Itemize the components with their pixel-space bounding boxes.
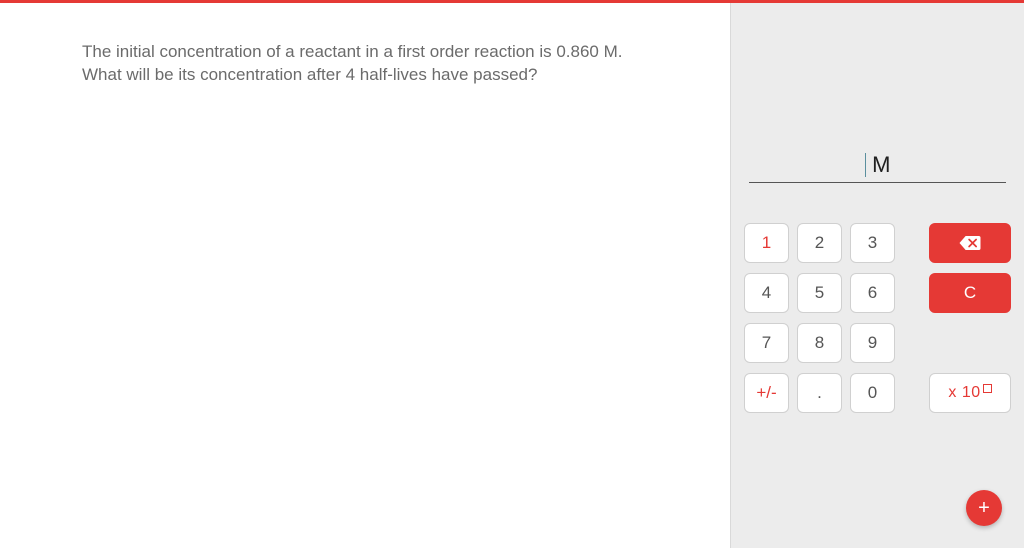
exponent-box-icon	[983, 384, 992, 393]
key-2[interactable]: 2	[797, 223, 842, 263]
keypad-pane: M 1 2 3 4 5 6 C 7 8	[730, 3, 1024, 548]
key-8[interactable]: 8	[797, 323, 842, 363]
backspace-icon	[959, 236, 981, 250]
numeric-keypad: 1 2 3 4 5 6 C 7 8 9	[749, 223, 1006, 413]
plus-icon: +	[978, 498, 990, 518]
answer-input[interactable]: M	[749, 143, 1006, 183]
key-exponent[interactable]: x 10	[929, 373, 1011, 413]
answer-unit: M	[872, 152, 890, 178]
key-1[interactable]: 1	[744, 223, 789, 263]
key-0[interactable]: 0	[850, 373, 895, 413]
key-4[interactable]: 4	[744, 273, 789, 313]
key-3[interactable]: 3	[850, 223, 895, 263]
backspace-button[interactable]	[929, 223, 1011, 263]
clear-button[interactable]: C	[929, 273, 1011, 313]
question-pane: The initial concentration of a reactant …	[0, 3, 730, 548]
main-layout: The initial concentration of a reactant …	[0, 3, 1024, 548]
key-decimal[interactable]: .	[797, 373, 842, 413]
key-5[interactable]: 5	[797, 273, 842, 313]
question-text: The initial concentration of a reactant …	[82, 41, 642, 87]
key-sign[interactable]: +/-	[744, 373, 789, 413]
key-7[interactable]: 7	[744, 323, 789, 363]
text-cursor	[865, 153, 867, 177]
exponent-label: x 10	[948, 384, 980, 402]
add-fab-button[interactable]: +	[966, 490, 1002, 526]
key-6[interactable]: 6	[850, 273, 895, 313]
key-9[interactable]: 9	[850, 323, 895, 363]
